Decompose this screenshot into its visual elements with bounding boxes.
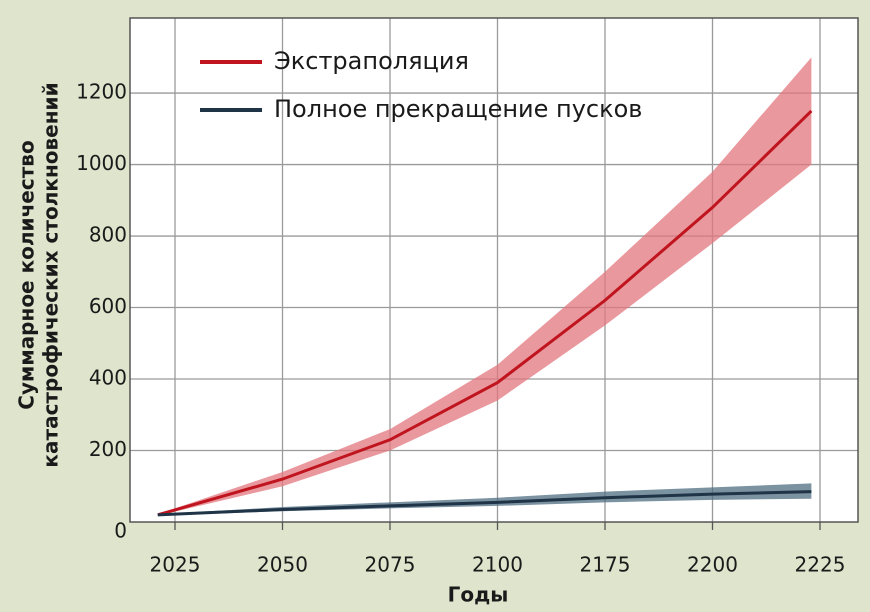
x-tick-label: 2100 [472, 553, 523, 577]
y-tick-label: 200 [89, 437, 127, 461]
series-line [157, 490, 812, 517]
y-tick-label: 0 [114, 519, 127, 543]
series-line [157, 109, 813, 517]
x-axis-label: Годы [448, 583, 509, 607]
x-tick-label: 2175 [580, 553, 631, 577]
legend-label: Полное прекращение пусков [274, 95, 642, 123]
y-tick-label: 1200 [76, 80, 127, 104]
x-tick-label: 2225 [795, 553, 846, 577]
x-tick-label: 2025 [150, 553, 201, 577]
plot-frame [129, 17, 859, 523]
x-tick-label: 2200 [687, 553, 738, 577]
legend-label: Экстраполяция [274, 47, 469, 75]
y-tick-label: 400 [89, 366, 127, 390]
plot-area [130, 18, 858, 522]
x-tick-label: 2075 [365, 553, 416, 577]
x-tick-label: 2050 [257, 553, 308, 577]
y-tick-label: 800 [89, 223, 127, 247]
y-tick-label: 1000 [76, 151, 127, 175]
y-axis-label: Суммарное количество [15, 140, 39, 409]
y-tick-label: 600 [89, 294, 127, 318]
y-axis-label: катастрофических столкновений [39, 82, 63, 467]
